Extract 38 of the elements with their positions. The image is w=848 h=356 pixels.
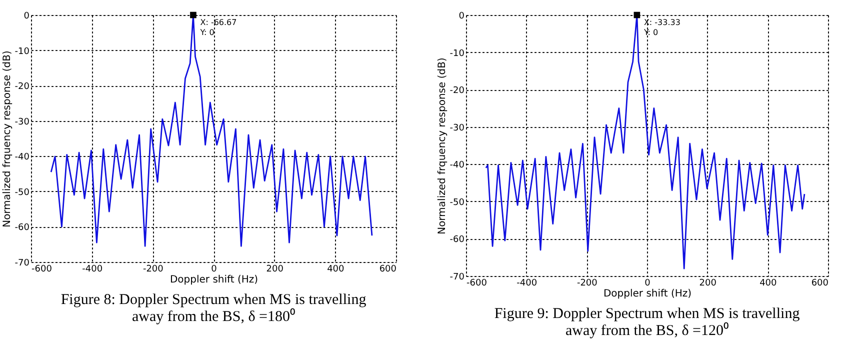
x-tick-label: 0 (211, 264, 218, 274)
x-tick-label: -400 (516, 278, 538, 288)
x-tick-label: 0 (644, 278, 651, 288)
y-tick-label: -10 (450, 48, 465, 59)
x-axis-title: Doppler shift (Hz) (603, 288, 692, 300)
y-tick-label: -30 (14, 117, 30, 128)
x-axis-title: Doppler shift (Hz) (170, 274, 258, 286)
text: Figure 9: Doppler Spectrum when MS is travelling away from the BS, δ =120⁰ (494, 306, 800, 339)
y-tick-label: 0 (458, 12, 465, 22)
y-tick-label: -50 (14, 188, 30, 198)
x-tick-label: -600 (32, 264, 52, 274)
x-tick-label: 400 (327, 264, 345, 274)
x-tick-label: -400 (82, 264, 103, 274)
y-tick-label: -60 (450, 235, 465, 246)
x-tick-label: 400 (760, 278, 778, 288)
y-tick-label: -20 (14, 82, 30, 92)
y-tick-label: 0 (24, 12, 30, 22)
x-tick-label: 600 (379, 264, 397, 274)
y-axis-title: Normalized frquency response (dB) (2, 50, 13, 228)
x-tick-label: -600 (466, 278, 488, 288)
text: Figure 8: Doppler Spectrum when MS is travelling away from the BS, δ =180⁰ (60, 292, 367, 325)
y-tick-label: -50 (450, 198, 465, 208)
x-tick-label: -200 (576, 278, 598, 288)
y-tick-label: -20 (450, 86, 465, 96)
y-tick-label: -70 (14, 258, 30, 268)
y-tick-label: -40 (450, 160, 465, 171)
y-tick-label: -10 (14, 46, 30, 57)
annotation: X: -66.67 Y: 0 (199, 18, 237, 37)
y-tick-label: -60 (14, 223, 30, 234)
y-tick-label: -40 (14, 152, 30, 163)
x-tick-label: 200 (266, 264, 284, 274)
y-tick-label: -30 (450, 123, 465, 134)
x-tick-label: -200 (142, 264, 164, 274)
annotation: X: -33.33 Y: 0 (642, 18, 680, 37)
y-tick-label: -70 (450, 272, 465, 282)
x-tick-label: 200 (699, 278, 717, 288)
y-axis-title: Normalized frquency response (dB) (436, 58, 448, 234)
x-tick-label: 600 (811, 278, 829, 288)
